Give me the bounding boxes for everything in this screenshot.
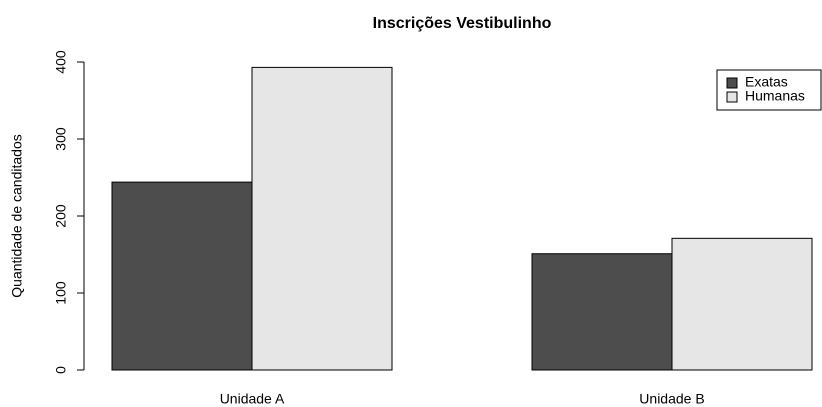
y-tick-label: 400 xyxy=(53,50,69,74)
legend-label: Exatas xyxy=(745,74,788,90)
y-tick-label: 300 xyxy=(53,127,69,151)
bar xyxy=(531,253,673,371)
bar xyxy=(671,237,813,371)
x-tick-label: Unidade B xyxy=(639,391,704,407)
chart-title: Inscrições Vestibulinho xyxy=(373,15,552,32)
legend-swatch xyxy=(726,91,738,103)
legend-swatch xyxy=(726,77,738,89)
y-axis-label: Quantidade de canditados xyxy=(9,134,25,297)
y-tick-label: 100 xyxy=(53,281,69,305)
legend-box xyxy=(716,69,822,111)
x-tick-label: Unidade A xyxy=(220,391,285,407)
y-tick-label: 200 xyxy=(53,204,69,228)
bar xyxy=(251,66,393,371)
y-tick-label: 0 xyxy=(53,366,69,374)
legend-label: Humanas xyxy=(745,88,805,104)
bar xyxy=(111,181,253,371)
